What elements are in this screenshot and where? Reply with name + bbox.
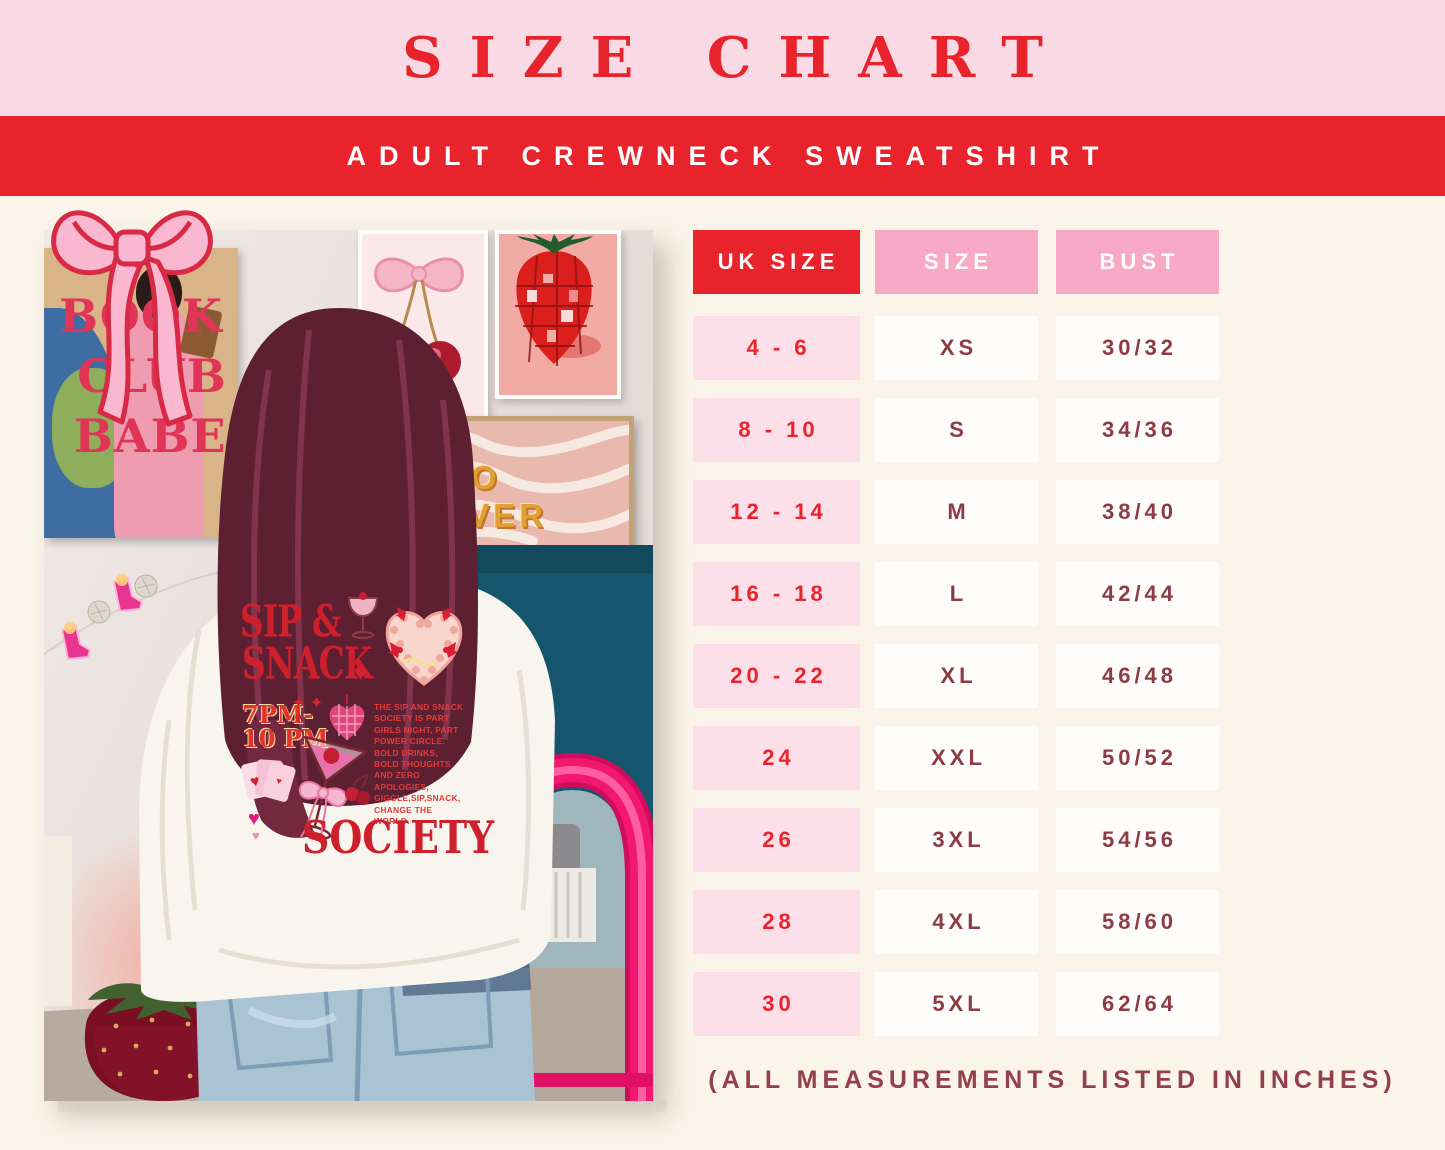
size-cell: XL [875, 644, 1038, 708]
bust-cell: 58/60 [1056, 890, 1219, 954]
table-row: 28 4XL 58/60 [693, 890, 1220, 954]
product-banner: ADULT CREWNECK SWEATSHIRT [0, 116, 1445, 196]
bust-cell: 54/56 [1056, 808, 1219, 872]
table-header-row: UK SIZE SIZE BUST [693, 230, 1220, 294]
uk-size-cell: 30 [693, 972, 860, 1036]
bust-cell: 50/52 [1056, 726, 1219, 790]
table-row: 26 3XL 54/56 [693, 808, 1220, 872]
bust-cell: 46/48 [1056, 644, 1219, 708]
uk-size-cell: 16 - 18 [693, 562, 860, 626]
product-name: ADULT CREWNECK SWEATSHIRT [346, 140, 1112, 171]
sparkle-icon: ✦ ✦ ✦ [292, 695, 324, 727]
uk-size-cell: 20 - 22 [693, 644, 860, 708]
heart-icon: ♥ [354, 660, 368, 685]
size-cell: M [875, 480, 1038, 544]
size-cell: 5XL [875, 972, 1038, 1036]
size-cell: L [875, 562, 1038, 626]
table-row: 20 - 22 XL 46/48 [693, 644, 1220, 708]
bust-cell: 38/40 [1056, 480, 1219, 544]
column-header-uk-size: UK SIZE [693, 230, 860, 294]
product-photo: BOOK CLUB BABES [44, 230, 653, 1101]
print-snack: SNACK [242, 638, 372, 690]
table-row: 12 - 14 M 38/40 [693, 480, 1220, 544]
cocktail-glass-graphic [347, 592, 379, 639]
table-row: 30 5XL 62/64 [693, 972, 1220, 1036]
playing-cards-graphic: ♥ ♥ [241, 759, 296, 802]
disco-heart-graphic [329, 694, 365, 740]
uk-size-cell: 24 [693, 726, 860, 790]
pink-bow-icon [51, 210, 213, 427]
fairy-lights [44, 555, 344, 661]
martini-glass-graphic [295, 736, 369, 845]
cake-bows [388, 607, 458, 658]
photo-shadow [58, 1101, 667, 1115]
svg-text:♥: ♥ [275, 775, 283, 786]
table-row: 4 - 6 XS 30/32 [693, 316, 1220, 380]
column-header-bust: BUST [1056, 230, 1219, 294]
print-society: SOCIETY [302, 812, 495, 865]
sweatshirt-print: SIP & SNACK [240, 592, 494, 868]
heart-cake-graphic [385, 607, 463, 686]
print-body-text: THE SIP AND SNACK SOCIETY IS PART GIRLS … [374, 702, 464, 827]
print-time-start: 7PM- [242, 700, 314, 729]
title-banner: SIZE CHART [0, 0, 1445, 116]
cherries-graphic [345, 775, 370, 805]
table-row: 8 - 10 S 34/36 [693, 398, 1220, 462]
column-header-size: SIZE [875, 230, 1038, 294]
bust-cell: 42/44 [1056, 562, 1219, 626]
table-row: 16 - 18 L 42/44 [693, 562, 1220, 626]
uk-size-cell: 26 [693, 808, 860, 872]
uk-size-cell: 28 [693, 890, 860, 954]
heart-icon: ♥ [252, 828, 260, 843]
poster-strawberry-disco [495, 230, 621, 399]
glass-bow [298, 780, 348, 845]
size-table: UK SIZE SIZE BUST 4 - 6 XS 30/32 8 - 10 … [693, 230, 1220, 1054]
poster-book-club-text: BOOK CLUB BABES [59, 289, 238, 463]
table-row: 24 XXL 50/52 [693, 726, 1220, 790]
size-cell: 3XL [875, 808, 1038, 872]
disco-strawberry-art [515, 234, 601, 366]
heart-icon: ♥ [248, 808, 260, 830]
uk-size-cell: 4 - 6 [693, 316, 860, 380]
size-cell: XS [875, 316, 1038, 380]
size-cell: 4XL [875, 890, 1038, 954]
size-cell: S [875, 398, 1038, 462]
cowboy-boot-light [60, 576, 144, 661]
bust-cell: 62/64 [1056, 972, 1219, 1036]
uk-size-cell: 8 - 10 [693, 398, 860, 462]
model [139, 308, 555, 1101]
print-sip-and: SIP & [240, 596, 341, 648]
svg-text:♥: ♥ [249, 773, 262, 792]
uk-size-cell: 12 - 14 [693, 480, 860, 544]
door-frame [44, 836, 72, 1006]
size-cell: XXL [875, 726, 1038, 790]
bust-cell: 30/32 [1056, 316, 1219, 380]
measurements-note: (ALL MEASUREMENTS LISTED IN INCHES) [708, 1066, 1397, 1094]
page-title: SIZE CHART [402, 25, 1070, 91]
bust-cell: 34/36 [1056, 398, 1219, 462]
